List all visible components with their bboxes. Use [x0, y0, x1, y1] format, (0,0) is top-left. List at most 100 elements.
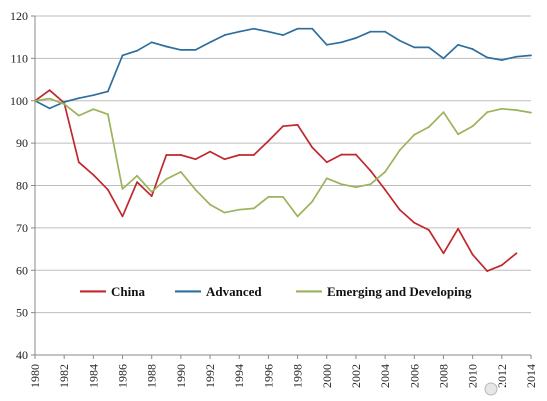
data-point-emerging-and-developing	[179, 171, 182, 173]
data-point-china	[471, 253, 474, 256]
data-point-advanced	[500, 59, 503, 61]
data-point-emerging-and-developing	[369, 183, 372, 186]
data-point-china	[165, 154, 168, 156]
series-layer	[34, 27, 532, 272]
data-point-china	[136, 181, 139, 184]
x-tick-label: 2000	[320, 364, 334, 388]
data-point-china	[282, 125, 284, 128]
data-point-emerging-and-developing	[194, 188, 197, 191]
data-point-emerging-and-developing	[311, 200, 314, 203]
data-point-advanced	[427, 46, 430, 49]
data-point-china	[355, 153, 357, 156]
data-point-advanced	[282, 34, 284, 36]
x-tick-label: 2002	[349, 364, 363, 388]
data-point-china	[121, 215, 124, 218]
y-tick-label: 80	[16, 179, 28, 193]
x-tick-label: 1988	[145, 364, 159, 388]
data-point-emerging-and-developing	[92, 108, 95, 111]
axis-layer: 40 50 60 70 80 90 100 110 120 1980 1982 1984 1986 198…	[10, 9, 538, 388]
data-point-emerging-and-developing	[530, 111, 532, 114]
data-point-advanced	[150, 41, 153, 44]
x-tick-label: 2008	[436, 364, 450, 388]
data-point-emerging-and-developing	[515, 109, 518, 111]
data-point-china	[77, 161, 80, 164]
data-point-emerging-and-developing	[238, 208, 241, 211]
data-point-advanced	[486, 56, 489, 59]
data-point-advanced	[209, 41, 211, 44]
data-point-emerging-and-developing	[384, 171, 387, 173]
data-point-china	[209, 150, 211, 153]
data-point-advanced	[369, 30, 372, 33]
data-point-emerging-and-developing	[282, 196, 284, 198]
x-tick-label: 1990	[174, 364, 188, 388]
x-tick-label: 2010	[466, 364, 480, 388]
data-point-emerging-and-developing	[325, 177, 328, 180]
x-tick-label: 1992	[203, 364, 217, 388]
grid-layer	[35, 15, 531, 356]
data-point-emerging-and-developing	[457, 133, 459, 136]
data-point-emerging-and-developing	[427, 126, 430, 128]
data-point-emerging-and-developing	[442, 111, 445, 114]
data-point-emerging-and-developing	[150, 190, 153, 193]
data-point-china	[340, 153, 343, 156]
data-point-china	[48, 89, 51, 92]
data-point-emerging-and-developing	[63, 103, 66, 106]
data-point-advanced	[107, 90, 109, 93]
data-point-advanced	[252, 27, 255, 30]
data-point-emerging-and-developing	[121, 187, 124, 190]
x-tick-label: 2012	[495, 364, 509, 388]
data-point-advanced	[296, 27, 299, 30]
data-point-advanced	[165, 45, 168, 48]
data-point-advanced	[121, 54, 124, 57]
data-point-china	[442, 252, 445, 255]
data-point-advanced	[63, 101, 66, 103]
data-point-emerging-and-developing	[107, 113, 109, 116]
data-point-china	[92, 174, 95, 176]
data-point-emerging-and-developing	[296, 215, 299, 218]
data-point-emerging-and-developing	[34, 99, 36, 102]
data-point-emerging-and-developing	[77, 114, 80, 117]
data-point-china	[238, 154, 241, 156]
data-point-china	[486, 270, 489, 272]
data-point-advanced	[442, 57, 445, 60]
data-point-china	[413, 221, 416, 224]
data-point-china	[384, 188, 387, 191]
data-point-emerging-and-developing	[500, 107, 503, 110]
y-tick-label: 110	[10, 51, 28, 65]
data-point-emerging-and-developing	[209, 203, 211, 206]
data-point-advanced	[384, 30, 387, 33]
x-tick-label: 1998	[291, 364, 305, 388]
data-point-advanced	[136, 49, 139, 52]
data-point-emerging-and-developing	[471, 125, 474, 128]
data-point-china	[267, 140, 270, 142]
series-line-china	[34, 89, 517, 272]
watermark-label: 保山	[499, 382, 521, 396]
x-tick-label: 1980	[28, 364, 42, 388]
watermark: 保山	[484, 382, 521, 396]
y-tick-label: 100	[10, 94, 28, 108]
data-point-emerging-and-developing	[165, 178, 168, 181]
data-point-advanced	[530, 54, 532, 57]
data-point-china	[500, 264, 503, 267]
data-point-china	[398, 208, 401, 211]
x-tick-label: 2006	[407, 364, 421, 388]
data-point-emerging-and-developing	[136, 174, 139, 177]
data-point-china	[194, 158, 197, 161]
data-point-advanced	[515, 55, 518, 58]
series-line-advanced	[34, 27, 532, 110]
data-point-china	[457, 227, 459, 230]
data-point-advanced	[48, 107, 51, 110]
x-tick-label: 2014	[524, 364, 538, 388]
y-tick-label: 70	[16, 221, 28, 235]
legend-label: China	[111, 284, 145, 299]
data-point-china	[427, 229, 430, 231]
data-point-emerging-and-developing	[340, 183, 343, 186]
x-tick-label: 1994	[232, 364, 246, 388]
data-point-emerging-and-developing	[223, 211, 226, 214]
watermark-logo-icon	[484, 382, 498, 396]
data-point-china	[311, 146, 314, 149]
legend: China Advanced Emerging and Developing	[80, 284, 472, 299]
y-tick-label: 120	[10, 9, 28, 23]
